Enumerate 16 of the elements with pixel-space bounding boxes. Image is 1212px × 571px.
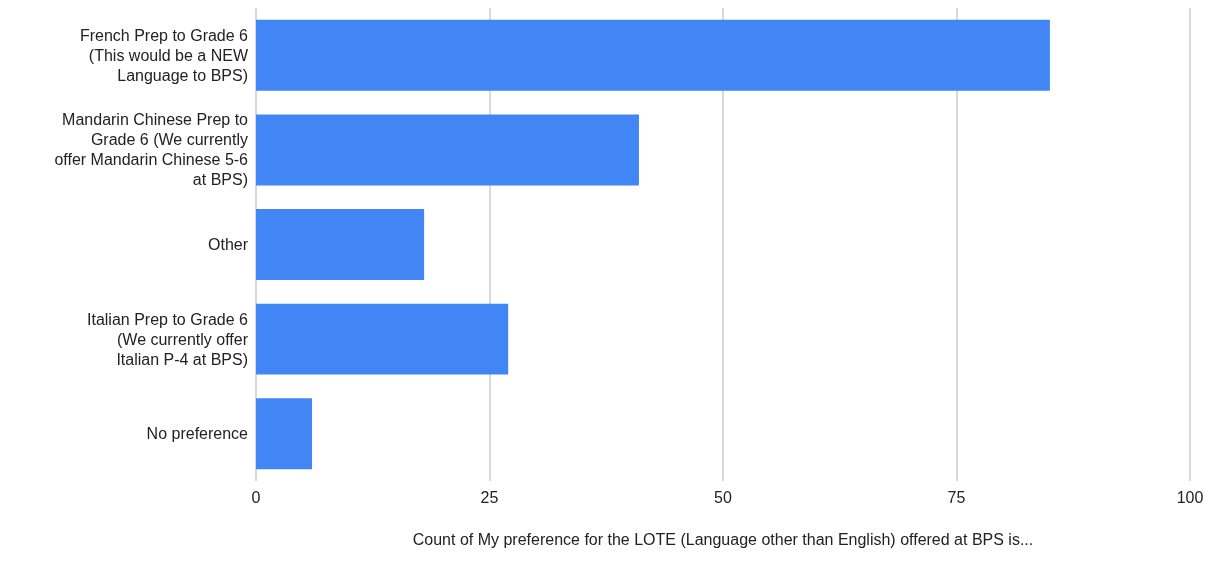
x-tick-label: 0	[251, 488, 261, 506]
y-tick-label: French Prep to Grade 6 (This would be a NEW Language to BPS)	[79, 26, 249, 84]
bar	[256, 209, 425, 280]
bar	[256, 398, 313, 470]
y-tick-label: Mandarin Chinese Prep to Grade 6 (We currently offer Mandarin Chinese 5-6 at BPS)	[54, 111, 249, 189]
x-tick-label: 50	[714, 488, 732, 506]
y-tick-label: Italian Prep to Grade 6 (We currently offer Italian P-4 at BPS)	[87, 310, 249, 368]
bar	[256, 114, 639, 186]
x-tick-label: 25	[480, 488, 499, 506]
x-axis-title: Count of My preference for the LOTE (Language other than English) offered at BPS is...	[412, 530, 1034, 548]
x-tick-label: 75	[947, 488, 966, 506]
x-tick-label: 100	[1176, 488, 1204, 506]
y-tick-label: Other	[207, 236, 249, 253]
bar	[256, 303, 509, 375]
y-tick-label: No preference	[146, 425, 249, 443]
bar	[256, 19, 1050, 91]
